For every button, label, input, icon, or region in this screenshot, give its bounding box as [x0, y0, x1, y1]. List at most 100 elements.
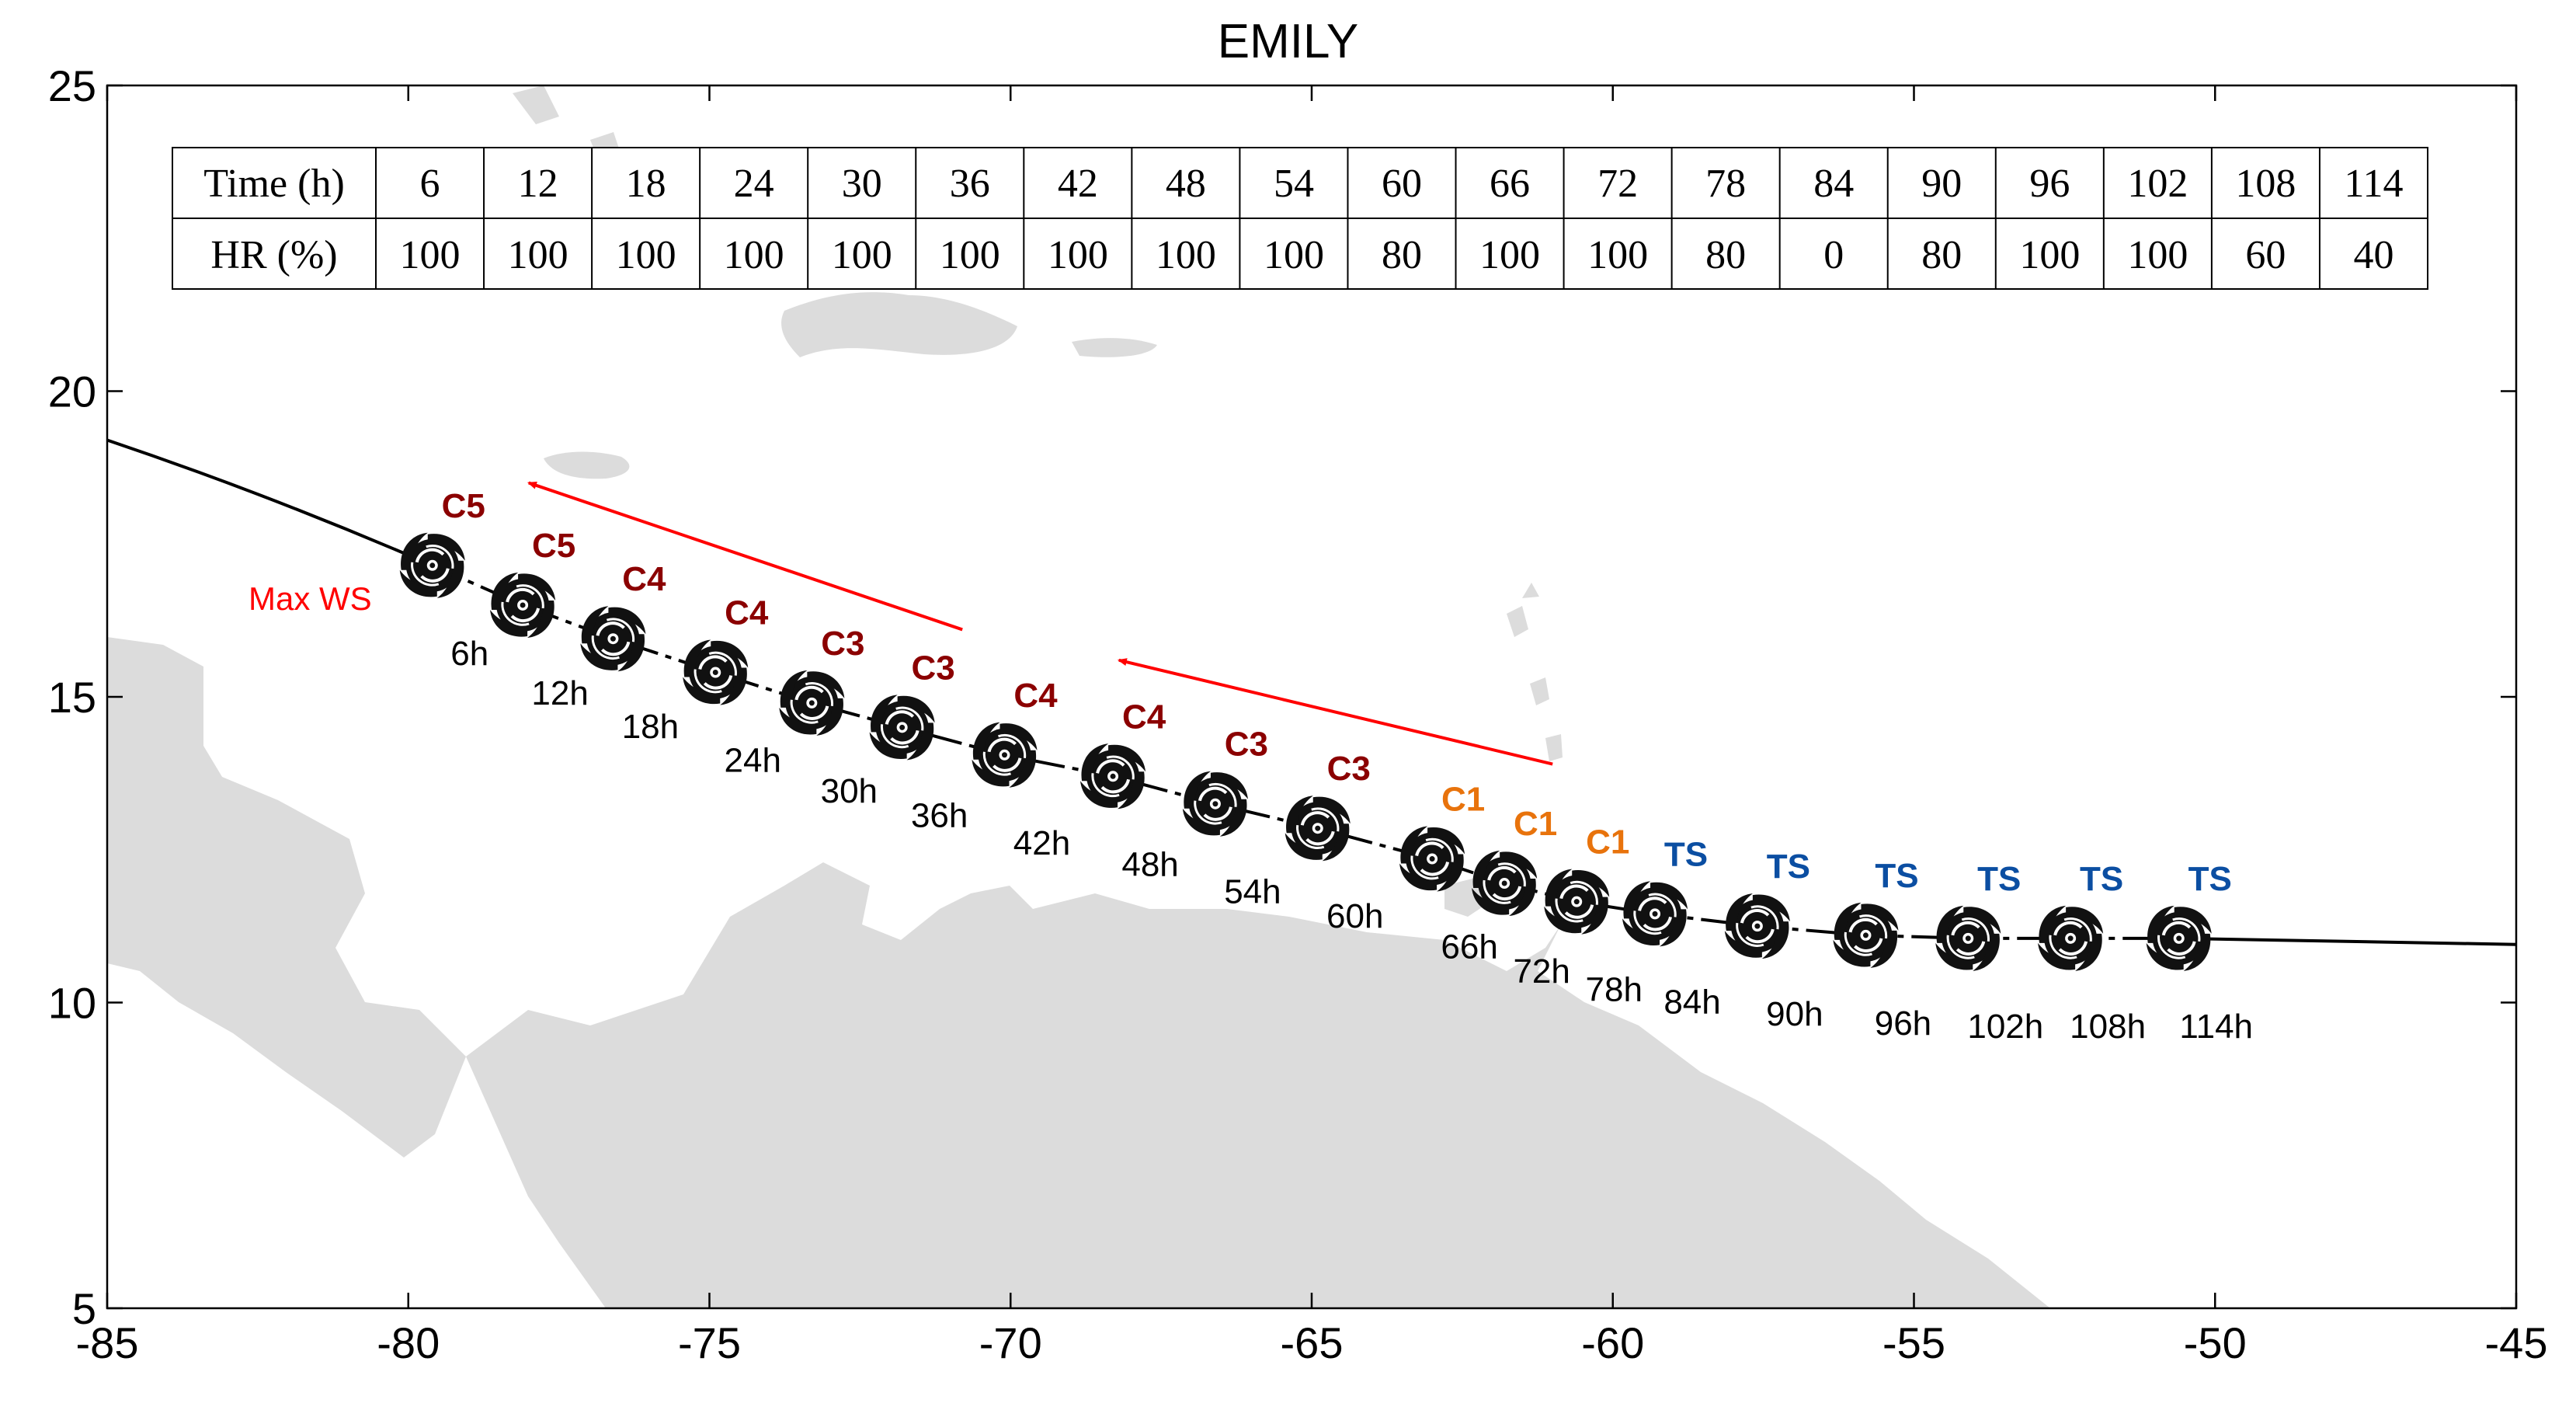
category-label: TS: [1664, 835, 1708, 873]
cyclone-icon: [1398, 824, 1467, 893]
table-cell-time: 30: [842, 162, 882, 206]
table-cell-time: 60: [1382, 162, 1422, 206]
table-cell-hr: 100: [724, 233, 784, 277]
table-cell-hr: 100: [400, 233, 461, 277]
jamaica-land: [544, 451, 630, 479]
cyclone-icon: [1723, 892, 1792, 961]
cyclone-icon: [1831, 900, 1900, 970]
hit-rate-table: Time (h) HR (%) 6 100 12 100 18 100 24 100 30 100…: [172, 147, 2428, 290]
max-ws-arrow-2: [1117, 658, 1553, 766]
hour-label: 102h: [1967, 1008, 2043, 1046]
cyclone-icon: [2144, 903, 2213, 973]
x-tick-label: -85: [76, 1318, 139, 1367]
cyclone-icon: [579, 604, 648, 674]
y-tick-label: 15: [48, 673, 96, 722]
max-ws-arrow-1: [527, 481, 963, 632]
y-tick-label: 10: [48, 979, 96, 1028]
hour-label: 66h: [1441, 928, 1497, 966]
hour-label: 54h: [1224, 873, 1281, 911]
cyclone-icon: [970, 720, 1039, 789]
table-cell-time: 72: [1597, 162, 1638, 206]
x-tick-label: -65: [1281, 1318, 1344, 1367]
bahamas-land: [513, 85, 621, 159]
storm-track-west: [106, 438, 433, 567]
x-tick-label: -75: [678, 1318, 741, 1367]
category-label: C3: [821, 625, 864, 663]
x-tick-label: -55: [1882, 1318, 1945, 1367]
table-cell-hr: 80: [1921, 233, 1962, 277]
storm-markers: C5 6h C5 12h C4 18h C4 24h C3 30h C3 36h C4 42h C4 48h C…: [398, 487, 2253, 1046]
max-ws-label: Max WS: [249, 580, 372, 617]
cyclone-icon: [398, 531, 467, 600]
cyclone-icon: [867, 693, 937, 762]
cyclone-icon: [1079, 742, 1148, 811]
hour-label: 60h: [1326, 897, 1383, 935]
cyclone-icon: [681, 638, 750, 707]
table-cell-time: 54: [1274, 162, 1314, 206]
cyclone-icon: [1934, 903, 2003, 973]
category-label: C3: [912, 649, 955, 687]
table-cell-hr: 100: [508, 233, 568, 277]
table-cell-hr: 100: [940, 233, 1000, 277]
table-cell-time: 12: [518, 162, 558, 206]
hour-label: 96h: [1875, 1004, 1931, 1043]
central-america-land: [107, 637, 466, 1158]
table-row-header-hr: HR (%): [210, 233, 337, 277]
y-axis: 5 10 15 20 25: [48, 61, 2516, 1333]
category-label: C1: [1586, 823, 1629, 862]
table-cell-hr: 100: [1264, 233, 1324, 277]
storm-track-east: [2178, 936, 2517, 946]
table-cell-time: 78: [1705, 162, 1746, 206]
cyclone-icon: [2036, 903, 2105, 973]
category-label: C1: [1514, 805, 1557, 843]
y-tick-label: 5: [72, 1284, 96, 1333]
category-label: C5: [442, 487, 485, 525]
x-tick-label: -70: [979, 1318, 1042, 1367]
y-tick-label: 20: [48, 367, 96, 416]
table-cell-hr: 100: [1479, 233, 1540, 277]
table-cell-hr: 0: [1823, 233, 1844, 277]
table-cell-hr: 100: [2019, 233, 2080, 277]
table-cell-hr: 80: [1705, 233, 1746, 277]
category-label: C1: [1441, 781, 1485, 819]
hour-label: 114h: [2179, 1008, 2253, 1046]
puerto-rico-land: [1072, 338, 1157, 357]
table-cell-time: 36: [950, 162, 990, 206]
hispaniola-land: [781, 292, 1017, 357]
category-label: C3: [1225, 726, 1268, 764]
cyclone-icon: [1470, 849, 1539, 918]
lesser-antilles-land: [1507, 583, 1563, 761]
hour-label: 18h: [622, 708, 679, 746]
hour-label: 42h: [1013, 824, 1070, 862]
south-america-land: [466, 862, 2050, 1308]
table-cell-hr: 100: [1048, 233, 1108, 277]
hour-label: 84h: [1663, 983, 1720, 1021]
x-tick-label: -45: [2485, 1318, 2548, 1367]
table-cell-hr: 40: [2353, 233, 2393, 277]
hour-label: 72h: [1513, 952, 1570, 991]
table-cell-hr: 60: [2245, 233, 2286, 277]
table-cell-hr: 100: [2127, 233, 2188, 277]
table-cell-hr: 100: [832, 233, 892, 277]
table-cell-hr: 80: [1382, 233, 1422, 277]
hour-label: 78h: [1586, 971, 1643, 1009]
y-tick-label: 25: [48, 61, 96, 110]
category-label: C4: [725, 594, 769, 632]
category-label: C4: [1013, 677, 1058, 715]
table-cell-time: 66: [1490, 162, 1530, 206]
table-cell-time: 108: [2235, 162, 2296, 206]
x-tick-label: -60: [1581, 1318, 1644, 1367]
table-row-header-time: Time (h): [203, 162, 345, 206]
category-label: C4: [1122, 698, 1166, 736]
table-cell-time: 84: [1813, 162, 1854, 206]
category-label: TS: [1977, 860, 2021, 898]
hour-label: 108h: [2070, 1008, 2146, 1046]
cyclone-icon: [777, 668, 846, 737]
table-cell-time: 96: [2029, 162, 2070, 206]
table-cell-hr: 100: [1587, 233, 1648, 277]
table-cell-hr: 100: [616, 233, 676, 277]
category-label: C3: [1327, 750, 1371, 788]
hour-label: 12h: [531, 674, 588, 712]
hour-label: 90h: [1766, 995, 1823, 1033]
